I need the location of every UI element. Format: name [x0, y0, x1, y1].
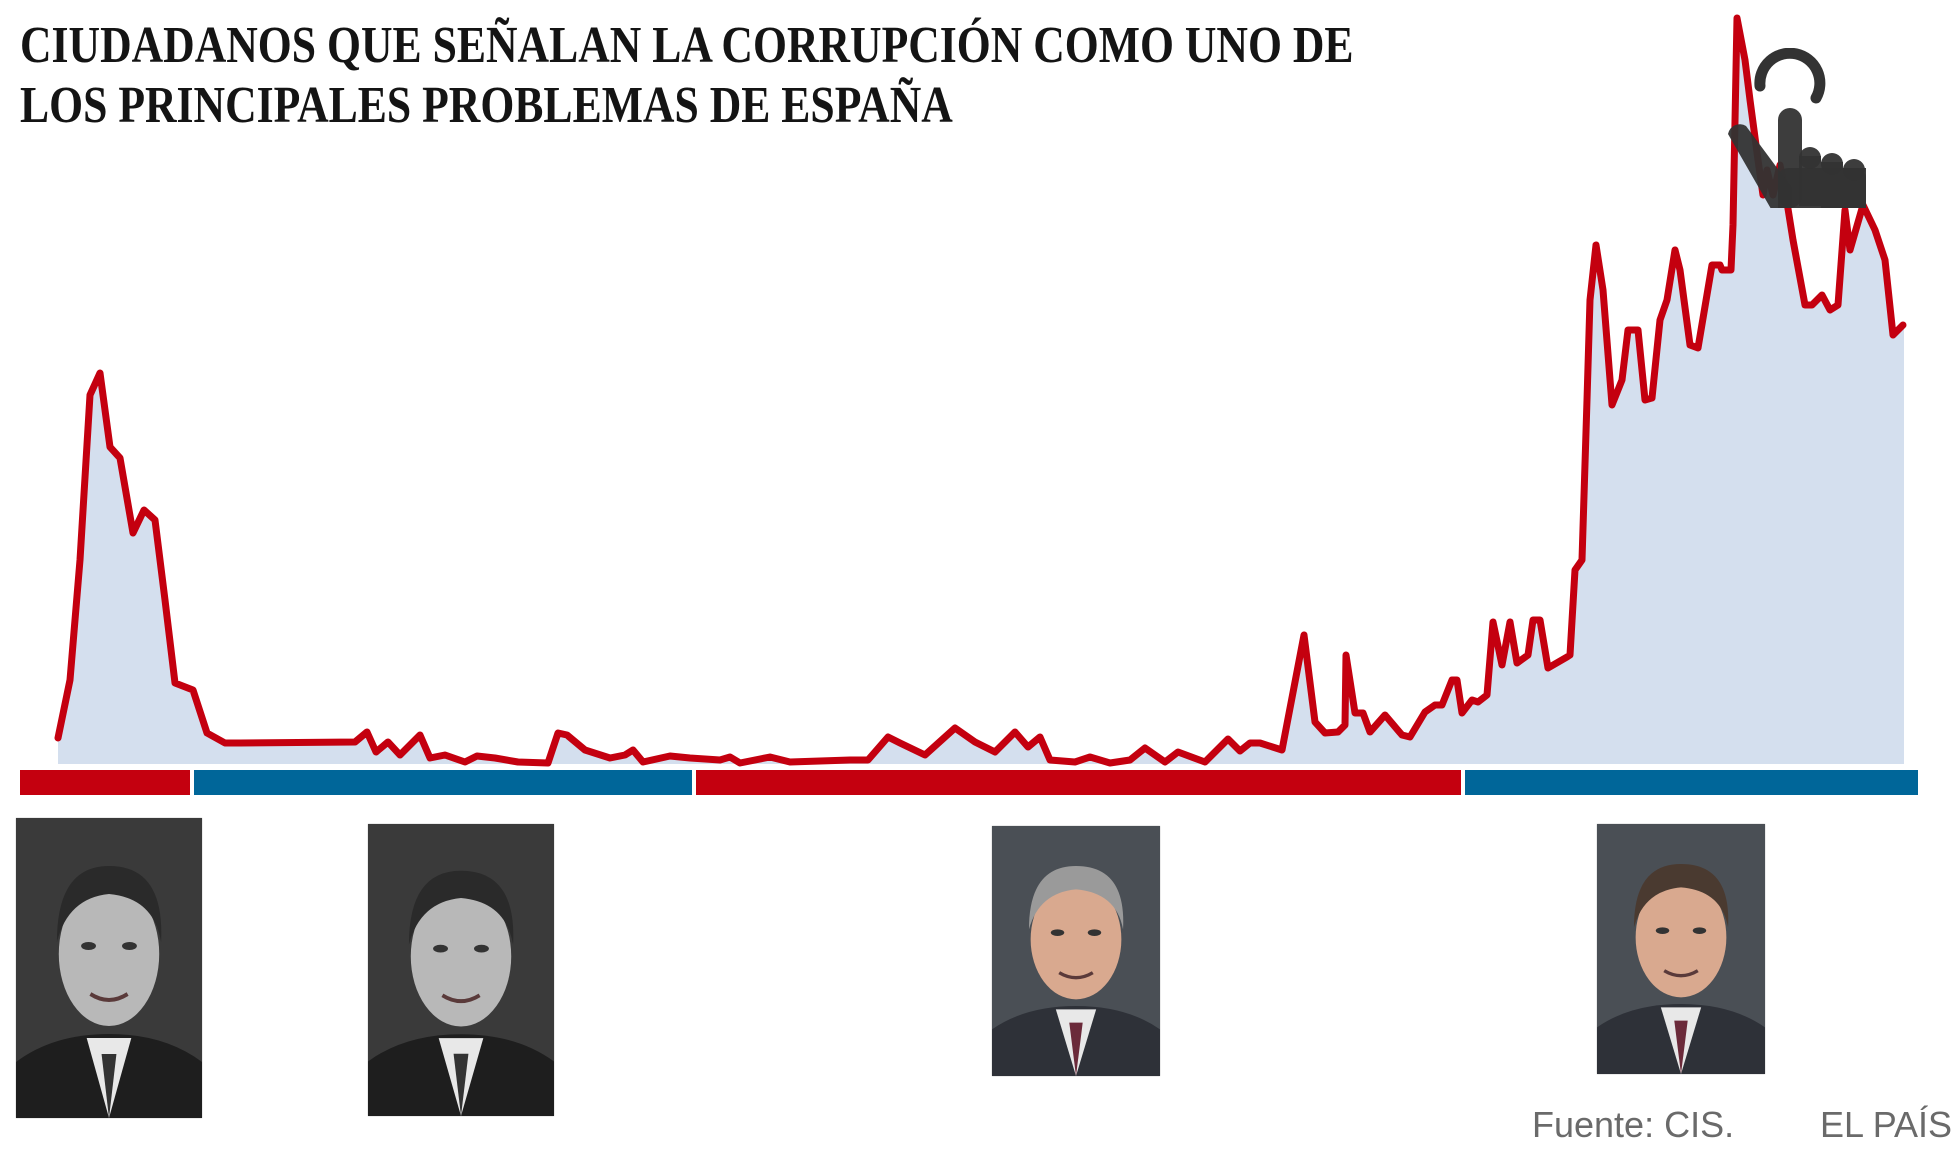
- government-bar-pp-4: [1465, 770, 1918, 795]
- portrait-image: [1597, 824, 1765, 1074]
- chart-title-line-1: CIUDADANOS QUE SEÑALAN LA CORRUPCIÓN COM…: [20, 17, 1354, 74]
- pointer-hand-click-icon[interactable]: [1720, 48, 1870, 208]
- chart-title-line-2: LOS PRINCIPALES PROBLEMAS DE ESPAÑA: [20, 77, 953, 134]
- president-photo-3: [992, 826, 1160, 1076]
- chart-area-fill: [58, 18, 1904, 764]
- portrait-image: [16, 818, 202, 1118]
- chart-line-series: [54, 14, 1907, 767]
- portrait-image: [368, 824, 554, 1116]
- chart-title: CIUDADANOS QUE SEÑALAN LA CORRUPCIÓN COM…: [20, 16, 1354, 136]
- government-bar-pp-2: [194, 770, 692, 795]
- source-credit: Fuente: CIS.: [1532, 1104, 1735, 1145]
- government-bar-psoe-3: [696, 770, 1461, 795]
- president-photo-4: [1597, 824, 1765, 1074]
- government-bar-psoe-1: [20, 770, 190, 795]
- portrait-image: [992, 826, 1160, 1076]
- corruption-area-chart: [54, 14, 1907, 767]
- publisher-brand: EL PAÍS: [1820, 1104, 1953, 1145]
- president-photo-2: [368, 824, 554, 1116]
- president-photo-1: [16, 818, 202, 1118]
